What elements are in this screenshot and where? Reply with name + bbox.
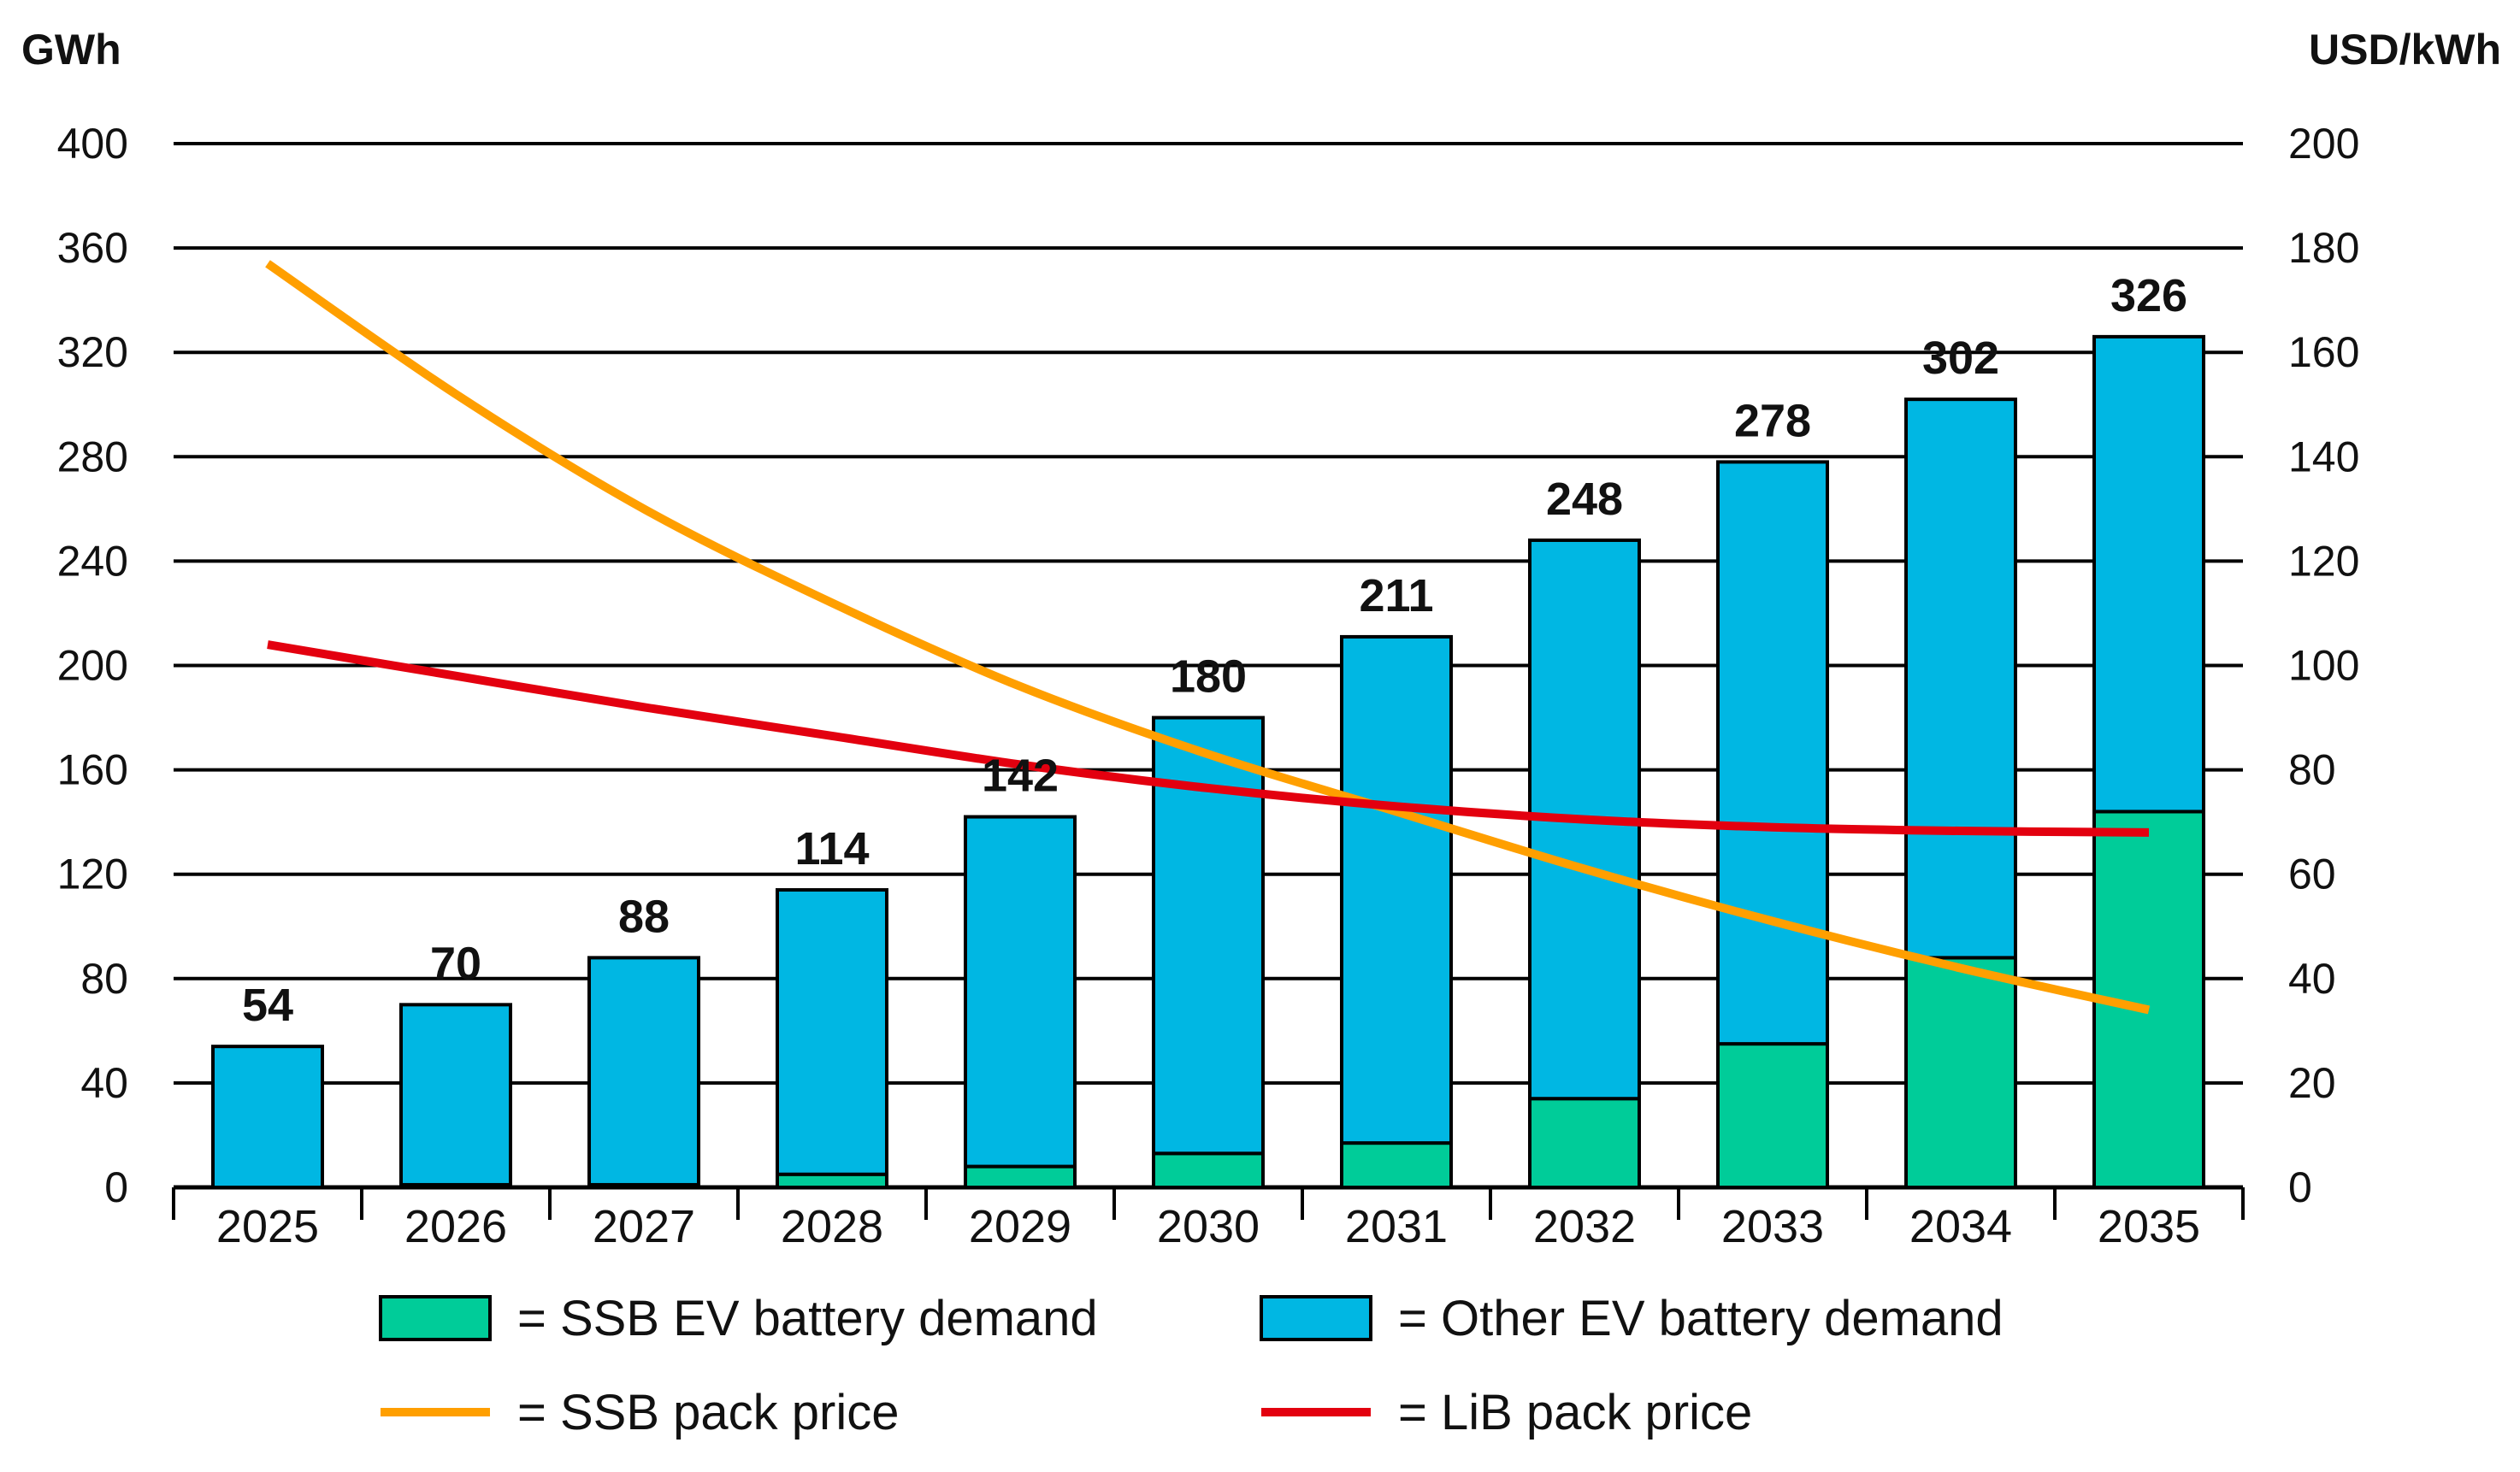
left-tick-label: 360 <box>57 224 128 272</box>
x-tick-label: 2027 <box>593 1201 695 1252</box>
price-line <box>267 640 2150 837</box>
bar-segment <box>1716 460 1829 1046</box>
left-tick-label: 0 <box>104 1163 128 1211</box>
right-tick-label: 120 <box>2288 537 2359 585</box>
legend-label: = Other EV battery demand <box>1398 1291 2004 1346</box>
left-tick-label: 80 <box>80 955 128 1003</box>
bar-total-label: 88 <box>618 891 670 942</box>
x-tick-label: 2029 <box>969 1201 1071 1252</box>
right-tick-label: 140 <box>2288 433 2359 480</box>
bar-segment <box>399 1003 512 1186</box>
bar-segment <box>1904 956 2017 1189</box>
legend-swatch <box>1260 1295 1372 1341</box>
bar-segment <box>1340 1141 1453 1190</box>
labels: 54 70 88 114 142 180 211 248 278 302 326 <box>242 270 2187 1031</box>
left-tick-label: 200 <box>57 642 128 690</box>
bar-segment <box>964 815 1077 1169</box>
bar-total-label: 278 <box>1734 395 1811 446</box>
right-tick-label: 80 <box>2288 746 2336 794</box>
x-tick-label: 2034 <box>1909 1201 2012 1252</box>
left-axis-unit: GWh <box>21 26 121 74</box>
bar-total-label: 248 <box>1546 474 1623 525</box>
legend-label: = LiB pack price <box>1398 1385 1752 1440</box>
bar-total-label: 142 <box>982 751 1059 802</box>
bar-total-label: 302 <box>1922 333 1999 384</box>
bar-total-label: 211 <box>1359 570 1433 621</box>
x-tick-label: 2033 <box>1721 1201 1824 1252</box>
right-tick-label: 100 <box>2288 642 2359 690</box>
bar-segment <box>964 1164 1077 1189</box>
left-tick-label: 160 <box>57 746 128 794</box>
x-tick-label: 2035 <box>2098 1201 2200 1252</box>
legend-swatch <box>379 1295 492 1341</box>
bar-segment <box>587 956 700 1186</box>
bar-segment <box>1528 1097 1641 1189</box>
right-tick-label: 160 <box>2288 328 2359 376</box>
right-tick-label: 200 <box>2288 120 2359 168</box>
bar-total-label: 54 <box>242 980 293 1031</box>
right-tick-label: 0 <box>2288 1163 2312 1211</box>
bar-segment <box>211 1045 324 1190</box>
left-tick-label: 280 <box>57 433 128 480</box>
bar-total-label: 326 <box>2110 270 2187 321</box>
bar-segment <box>776 888 888 1176</box>
bar-segment <box>1152 1151 1265 1190</box>
right-tick-label: 180 <box>2288 224 2359 272</box>
x-tick-label: 2025 <box>216 1201 319 1252</box>
right-tick-label: 60 <box>2288 851 2336 898</box>
bar-segment <box>1716 1042 1829 1190</box>
left-tick-label: 120 <box>57 851 128 898</box>
bar-total-label: 180 <box>1170 651 1247 703</box>
price-line <box>265 260 2151 1015</box>
bar-segment <box>2092 334 2205 814</box>
x-tick-label: 2032 <box>1533 1201 1636 1252</box>
right-tick-label: 20 <box>2288 1059 2336 1107</box>
axes: 0 40 80 120 160 200 240 280 320 360 400 0 20 40 60 80 10… <box>21 26 2501 1252</box>
x-tick-label: 2026 <box>404 1201 507 1252</box>
bar-total-label: 114 <box>794 823 869 874</box>
bar-total-label: 70 <box>430 938 481 989</box>
x-tick-label: 2031 <box>1345 1201 1448 1252</box>
right-tick-label: 40 <box>2288 955 2336 1003</box>
x-tick-label: 2028 <box>781 1201 883 1252</box>
legend: = SSB EV battery demand = Other EV batter… <box>379 1291 2004 1440</box>
lines <box>265 260 2151 1015</box>
bar-segment <box>776 1172 888 1190</box>
legend-label: = SSB pack price <box>517 1385 900 1440</box>
left-tick-label: 40 <box>80 1059 128 1107</box>
x-tick-label: 2030 <box>1157 1201 1260 1252</box>
right-axis-unit: USD/kWh <box>2309 26 2501 74</box>
left-tick-label: 400 <box>57 120 128 168</box>
legend-label: = SSB EV battery demand <box>517 1291 1098 1346</box>
left-tick-label: 320 <box>57 328 128 376</box>
left-tick-label: 240 <box>57 537 128 585</box>
bar-segment <box>1340 634 1453 1145</box>
bar-segment <box>1904 397 2017 960</box>
bars <box>211 334 2205 1190</box>
